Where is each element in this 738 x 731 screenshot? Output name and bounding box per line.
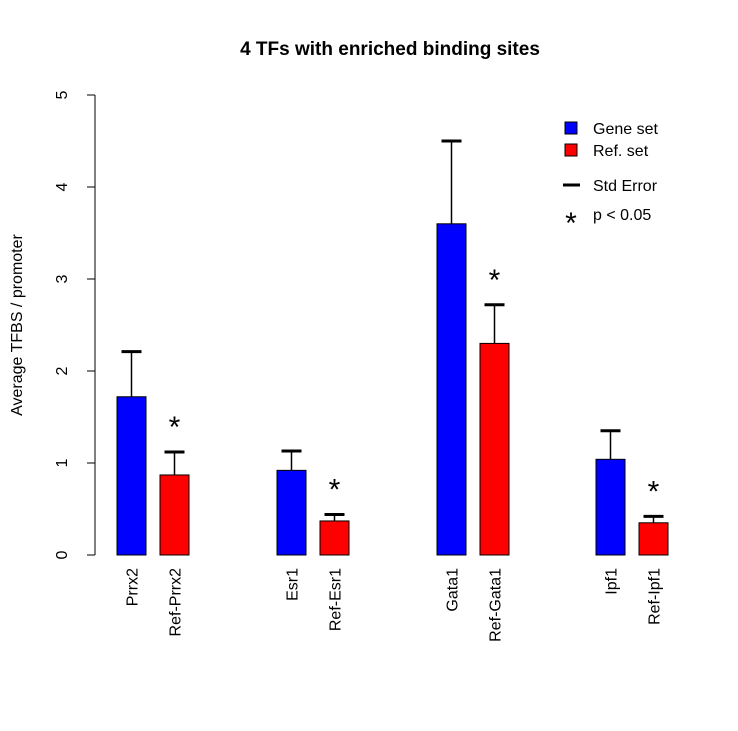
- x-tick-label: Prrx2: [125, 568, 142, 606]
- legend-swatch: [564, 143, 578, 157]
- x-tick-label: Ref-Esr1: [328, 568, 345, 631]
- bar: [159, 474, 190, 556]
- legend-swatch: [564, 121, 578, 135]
- x-tick-label: Gata1: [445, 568, 462, 612]
- bar: [116, 396, 147, 556]
- legend-label: Std Error: [593, 178, 658, 195]
- y-tick-label: 3: [54, 274, 71, 283]
- y-tick-label: 1: [54, 458, 71, 467]
- x-tick-label: Esr1: [285, 568, 302, 601]
- y-axis-label: Average TFBS / promoter: [9, 233, 26, 415]
- bars: Prrx2 * Ref-Prrx2 Esr1 * Ref-Esr1 Gata1 * Ref-Ga…: [116, 139, 669, 642]
- y-tick-label: 0: [54, 550, 71, 559]
- bar: [436, 223, 467, 556]
- significance-star: *: [169, 411, 181, 444]
- legend-star: *: [565, 207, 577, 240]
- legend-label: Ref. set: [593, 143, 649, 160]
- legend: Gene set Ref. set Std Error * p < 0.05: [563, 121, 658, 240]
- y-axis: 0 1 2 3 4 5: [54, 90, 96, 559]
- bar: [479, 342, 510, 556]
- y-tick-label: 4: [54, 182, 71, 191]
- x-tick-label: Ref-Ipf1: [647, 568, 664, 625]
- bar: [595, 458, 626, 556]
- y-tick-label: 5: [54, 90, 71, 99]
- significance-star: *: [489, 264, 501, 297]
- x-tick-label: Ref-Prrx2: [168, 568, 185, 637]
- significance-star: *: [329, 474, 341, 507]
- x-tick-label: Ipf1: [604, 568, 621, 595]
- legend-label: p < 0.05: [593, 207, 651, 224]
- chart-title: 4 TFs with enriched binding sites: [240, 39, 540, 60]
- significance-star: *: [648, 475, 660, 508]
- bar: [319, 520, 350, 556]
- bar: [276, 469, 307, 556]
- legend-label: Gene set: [593, 121, 658, 138]
- y-tick-label: 2: [54, 366, 71, 375]
- bar: [638, 522, 669, 556]
- x-tick-label: Ref-Gata1: [488, 568, 505, 642]
